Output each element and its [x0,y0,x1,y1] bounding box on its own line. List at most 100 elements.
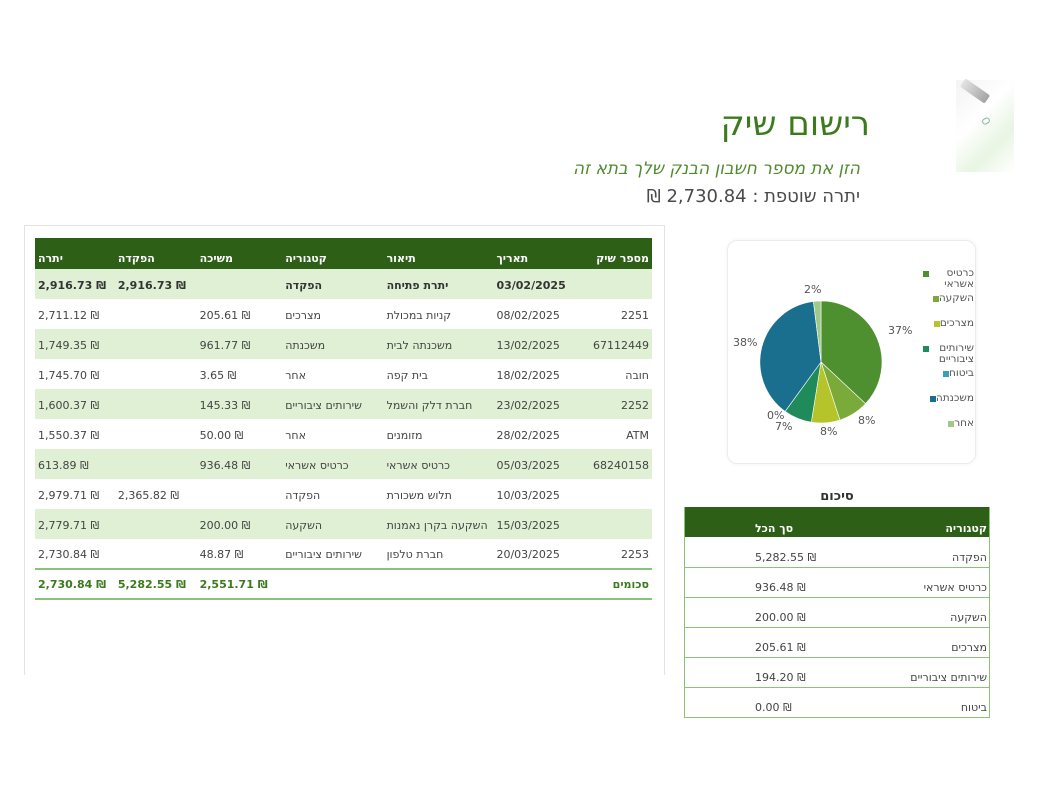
cell-check-number[interactable] [568,268,652,299]
cell-date[interactable]: 20/03/2025 [493,538,569,570]
column-header-withdrawal[interactable]: משיכה [196,238,283,269]
cell-check-number[interactable]: 2252 [568,388,652,419]
legend-item-groceries[interactable]: מצרכים [920,318,974,329]
cell-deposit[interactable]: ₪ 2,916.73 [114,268,197,299]
cell-description[interactable]: קניות במכולת [386,308,452,322]
summary-cell-total[interactable]: ₪ 205.61 [684,627,820,658]
cell-description[interactable]: בית קפה [386,368,428,382]
cell-description[interactable]: מזומנים [386,428,423,442]
cell-withdrawal[interactable] [196,268,283,299]
cell-category[interactable]: שירותים ציבוריים [282,388,384,419]
column-header-check-number[interactable]: מספר שיק [568,238,652,269]
cell-description[interactable]: כרטיס אשראי [383,448,494,479]
column-header-date[interactable]: תאריך [493,238,569,269]
cell-date[interactable]: 05/03/2025 [493,448,569,479]
cell-category[interactable]: מצרכים [285,308,321,322]
summary-cell-total[interactable]: ₪ 5,282.55 [684,537,820,568]
summary-column-category[interactable]: קטגוריה [819,507,990,537]
account-number-field[interactable]: הזן את מספר חשבון הבנק שלך בתא זה [572,159,860,179]
cell-description[interactable]: חברת דלק והשמל [383,388,494,419]
cell-balance[interactable]: ₪ 2,711.12 [38,308,100,322]
summary-cell-category[interactable]: מצרכים [819,627,990,658]
cell-balance[interactable]: ₪ 1,550.37 [38,428,100,442]
cell-check-number[interactable]: 68240158 [568,448,652,479]
cell-date[interactable]: 18/02/2025 [496,368,560,382]
cell-check-number[interactable]: 2253 [568,538,652,570]
cell-deposit[interactable]: ₪ 2,365.82 [117,488,179,502]
column-header-category[interactable]: קטגוריה [282,238,384,269]
cell-description[interactable]: תלוש משכורת [386,488,452,502]
cell-withdrawal[interactable] [197,479,283,509]
cell-category[interactable]: אחר [285,368,306,382]
legend-item-insurance[interactable]: ביטוח [920,368,974,379]
cell-withdrawal[interactable]: ₪ 961.77 [196,328,283,359]
summary-cell-total[interactable]: ₪ 936.48 [684,567,820,598]
cell-check-number[interactable]: 67112449 [568,328,652,359]
cell-balance[interactable]: ₪ 2,730.84 [35,538,115,570]
cell-deposit[interactable] [114,448,197,479]
cell-description[interactable]: יתרת פתיחה [383,268,494,299]
cell-date[interactable]: 15/03/2025 [493,508,569,539]
cell-date[interactable]: 03/02/2025 [493,268,569,299]
cell-withdrawal[interactable]: ₪ 936.48 [196,448,283,479]
cell-balance[interactable]: ₪ 613.89 [35,448,115,479]
summary-cell-total[interactable]: ₪ 200.00 [684,597,820,628]
cell-category[interactable]: השקעה [282,508,384,539]
cell-balance[interactable]: ₪ 1,600.37 [35,388,115,419]
cell-deposit[interactable] [114,508,197,539]
summary-cell-category[interactable]: השקעה [819,597,990,628]
cell-withdrawal[interactable]: ₪ 48.87 [196,538,283,570]
cell-check-number[interactable] [569,479,652,509]
cell-date[interactable]: 28/02/2025 [496,428,560,442]
cell-category[interactable]: אחר [285,428,306,442]
cell-description[interactable]: חברת טלפון [383,538,494,570]
cell-date[interactable]: 10/03/2025 [496,488,560,502]
cell-withdrawal[interactable]: ₪ 3.65 [199,368,237,382]
cell-deposit[interactable] [114,328,197,359]
cell-check-number[interactable] [568,508,652,539]
cell-check-number[interactable]: 2251 [621,308,649,322]
legend-item-other[interactable]: אחר [920,418,974,429]
legend-item-utilities[interactable]: שירותים ציבוריים [920,343,974,365]
cell-balance[interactable]: ₪ 2,779.71 [35,508,115,539]
summary-cell-category[interactable]: כרטיס אשראי [819,567,990,598]
column-header-balance[interactable]: יתרה [35,238,115,269]
slice-mortgage[interactable] [759,301,822,412]
cell-date[interactable]: 23/02/2025 [493,388,569,419]
cell-date[interactable]: 13/02/2025 [493,328,569,359]
summary-column-total[interactable]: סך הכל [684,507,820,537]
summary-cell-total[interactable]: ₪ 0.00 [684,687,820,718]
legend-item-investment[interactable]: השקעה [920,293,974,304]
cell-category[interactable]: הפקדה [282,268,384,299]
summary-cell-total[interactable]: ₪ 194.20 [684,657,820,688]
legend-item-credit-card[interactable]: כרטיס אשראי [920,268,974,290]
cell-description[interactable]: השקעה בקרן נאמנות [383,508,494,539]
cell-deposit[interactable] [115,359,197,389]
cell-withdrawal[interactable]: ₪ 50.00 [199,428,244,442]
cell-description[interactable]: משכנתה לבית [383,328,494,359]
cell-deposit[interactable] [115,419,197,449]
summary-cell-category[interactable]: שירותים ציבוריים [819,657,990,688]
cell-category[interactable]: שירותים ציבוריים [282,538,384,570]
cell-withdrawal[interactable]: ₪ 145.33 [196,388,283,419]
legend-item-mortgage[interactable]: משכנתה [920,393,974,404]
cell-category[interactable]: הפקדה [285,488,321,502]
cell-category[interactable]: כרטיס אשראי [282,448,384,479]
cell-category[interactable]: משכנתה [282,328,384,359]
cell-balance[interactable]: ₪ 2,979.71 [38,488,100,502]
cell-balance[interactable]: ₪ 1,749.35 [35,328,115,359]
cell-balance[interactable]: ₪ 1,745.70 [38,368,100,382]
summary-cell-category[interactable]: הפקדה [819,537,990,568]
slice-credit-card[interactable] [820,300,883,405]
cell-check-number[interactable]: ATM [626,428,649,442]
cell-date[interactable]: 08/02/2025 [496,308,560,322]
cell-check-number[interactable]: חובה [625,368,649,382]
cell-deposit[interactable] [114,538,197,570]
column-header-description[interactable]: תיאור [383,238,494,269]
cell-withdrawal[interactable]: ₪ 200.00 [196,508,283,539]
column-header-deposit[interactable]: הפקדה [114,238,197,269]
summary-cell-category[interactable]: ביטוח [819,687,990,718]
cell-deposit[interactable] [115,299,197,329]
cell-balance[interactable]: ₪ 2,916.73 [35,268,115,299]
slice-other[interactable] [813,300,822,363]
